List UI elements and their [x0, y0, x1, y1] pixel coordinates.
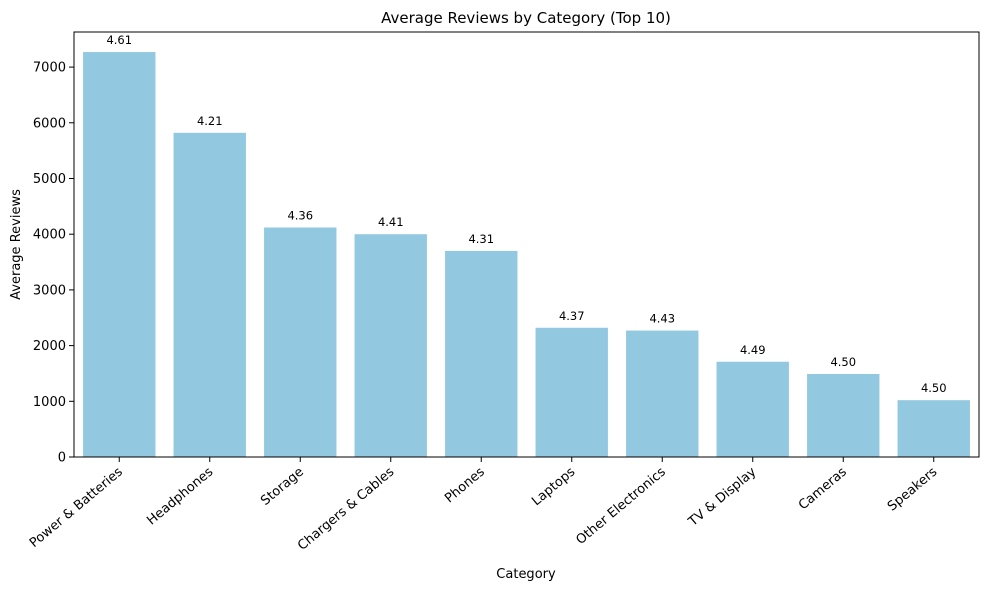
y-tick-label: 5000	[33, 172, 66, 187]
bar-value-label: 4.31	[468, 232, 494, 246]
x-tick-label: Headphones	[144, 464, 216, 528]
bar-value-label: 4.41	[378, 215, 404, 229]
bar-value-label: 4.37	[559, 309, 585, 323]
x-tick-label: Power & Batteries	[27, 464, 126, 551]
y-tick-label: 6000	[33, 116, 66, 131]
y-tick-label: 7000	[33, 61, 66, 76]
chart-title: Average Reviews by Category (Top 10)	[381, 9, 671, 27]
y-axis: 0 1000 2000 3000 4000 5000 6000 7000	[33, 61, 74, 466]
y-tick-label: 4000	[33, 228, 66, 243]
bar	[173, 132, 246, 457]
bar-value-label: 4.50	[921, 381, 947, 395]
bar	[897, 400, 970, 457]
bar-value-label: 4.49	[740, 343, 766, 357]
bar	[83, 52, 156, 458]
bars	[83, 52, 970, 458]
x-axis: Power & Batteries Headphones StorageCharge…	[27, 457, 941, 554]
x-axis-title: Category	[496, 567, 556, 582]
y-tick-label: 3000	[33, 283, 66, 298]
y-tick-label: 2000	[33, 339, 66, 354]
x-tick-label: Cameras	[796, 464, 850, 513]
bar	[354, 234, 427, 457]
y-tick-label: 0	[58, 451, 66, 466]
x-tick-label: Laptops	[529, 464, 578, 509]
bar-value-label: 4.36	[287, 209, 313, 223]
x-tick-label: Speakers	[885, 464, 941, 514]
bar	[807, 374, 880, 457]
bar-value-label: 4.21	[197, 114, 223, 128]
bar	[535, 327, 608, 457]
x-tick-label: TV & Display	[685, 464, 759, 530]
bar	[445, 250, 518, 457]
y-tick-label: 1000	[33, 395, 66, 410]
bar	[626, 330, 699, 457]
x-tick-label: Other Electronics	[573, 464, 669, 548]
bar-value-label: 4.50	[830, 355, 856, 369]
x-tick-label: Phones	[442, 464, 488, 506]
plot-frame	[73, 31, 980, 458]
bar-value-labels: 4.61 4.21 4.36 4.41 4.31 4.37 4.43 4.49 4.50 4.50	[106, 33, 946, 395]
bar	[264, 227, 337, 457]
x-tick-label: Chargers & Cables	[295, 464, 397, 553]
bar-value-label: 4.61	[106, 33, 132, 47]
bar-value-label: 4.43	[649, 312, 675, 326]
x-tick-label: Storage	[258, 465, 307, 509]
bar	[716, 361, 789, 457]
y-axis-title: Average Reviews	[9, 189, 24, 300]
